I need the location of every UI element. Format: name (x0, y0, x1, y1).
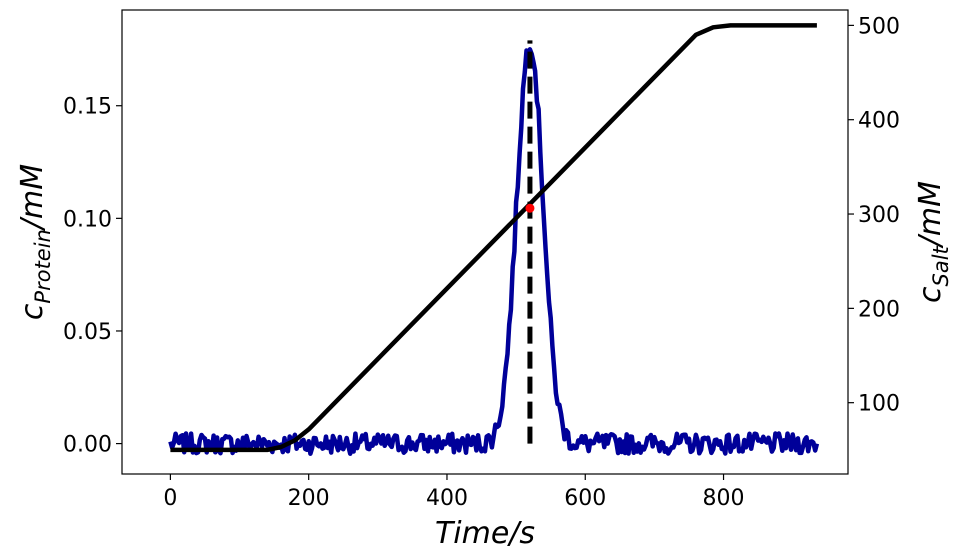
x-tick-label: 600 (564, 486, 606, 511)
left-y-tick-label: 0.10 (63, 207, 112, 232)
right-y-tick-label: 300 (858, 203, 900, 228)
x-tick-label: 0 (163, 486, 177, 511)
plot-lines (168, 23, 820, 456)
peak-marker-point (525, 203, 535, 213)
left-y-axis-ticks: 0.00 0.05 0.10 0.15 (63, 95, 122, 458)
left-y-tick-label: 0.00 (63, 433, 112, 458)
protein-concentration-line (168, 47, 820, 456)
right-y-axis-ticks: 100 200 300 400 500 (848, 14, 900, 417)
left-y-axis-label-subscript: Protein (31, 229, 55, 303)
left-y-axis-label-symbol: c (15, 303, 50, 320)
salt-concentration-line (170, 23, 817, 453)
left-y-tick-label: 0.15 (63, 95, 112, 120)
left-y-tick-label: 0.05 (63, 320, 112, 345)
x-tick-label: 800 (703, 486, 745, 511)
x-axis-ticks: 0 200 400 600 800 (163, 474, 745, 511)
x-tick-label: 200 (288, 486, 330, 511)
x-tick-label: 400 (426, 486, 468, 511)
plot-frame (121, 9, 849, 475)
right-y-tick-label: 100 (858, 392, 900, 417)
right-y-axis-label-subscript: Salt (929, 245, 953, 286)
right-y-tick-label: 400 (858, 109, 900, 134)
right-y-tick-label: 500 (858, 14, 900, 39)
x-axis-label: Time/s (435, 516, 535, 551)
right-y-axis-label-unit: /mM (913, 181, 948, 249)
right-y-axis-label: cSalt/mM (913, 181, 953, 303)
right-y-axis-label-symbol: c (913, 286, 948, 303)
right-y-tick-label: 200 (858, 297, 900, 322)
left-y-axis-label-unit: /mM (15, 164, 50, 232)
left-y-axis-label: cProtein/mM (15, 164, 55, 320)
